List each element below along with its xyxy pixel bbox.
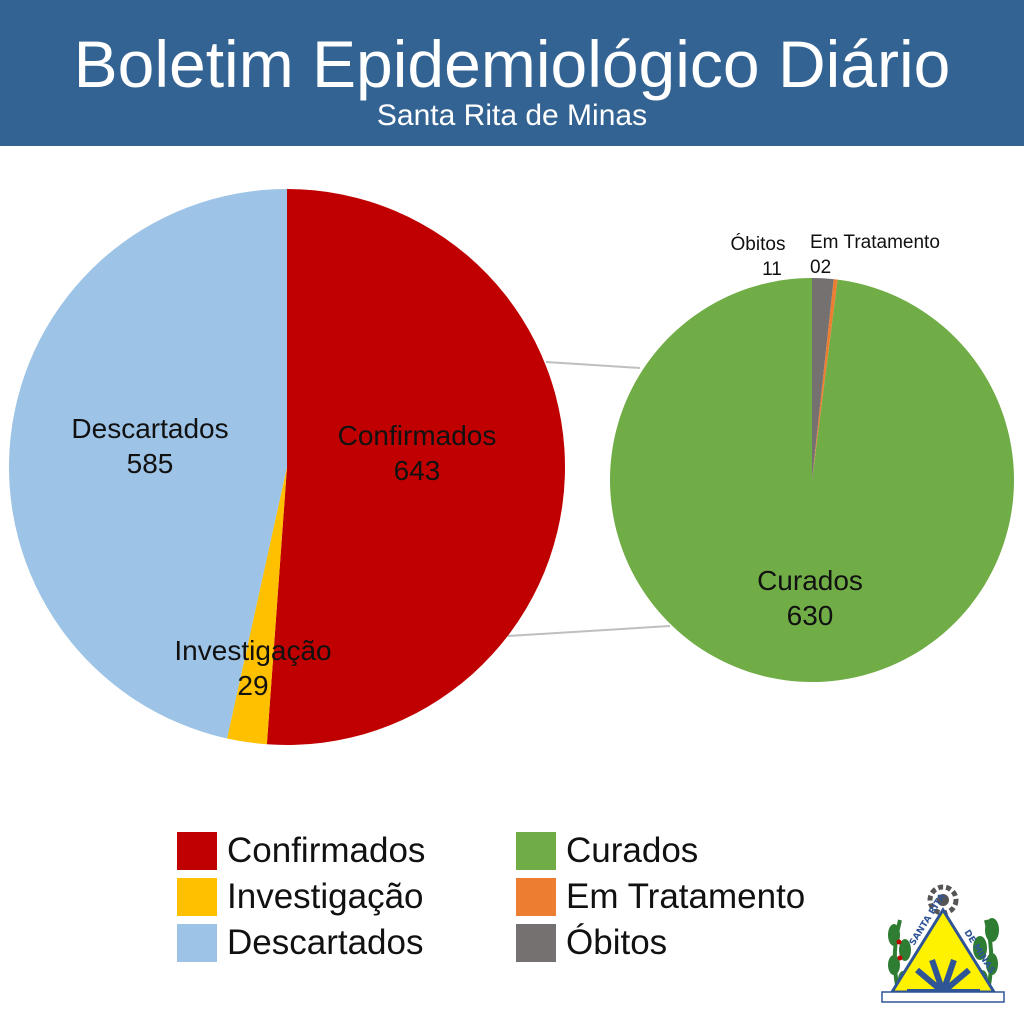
data-labels: Confirmados 643 Investigação 29 Descartados 5… [71,232,939,701]
data-label-value-curados: 630 [787,600,834,631]
data-label-name-descartados: Descartados [71,413,228,444]
legend-label-em-tratamento: Em Tratamento [566,877,806,916]
pie-slice-obitos [812,278,834,480]
main-pie [8,189,565,745]
data-label-value-obitos: 11 [762,259,782,280]
pie-of-pie-chart: Confirmados 643 Investigação 29 Descartados 5… [8,189,1014,745]
pie-slice-curados [609,278,1014,682]
pie-slice-confirmados [266,189,565,745]
legend-column-right: Curados Em Tratamento Óbitos [516,828,805,968]
legend-swatch-descartados [177,924,217,962]
legend-item-confirmados: Confirmados [177,828,425,874]
header-banner: Boletim Epidemiológico Diário Santa Rita… [0,0,1024,146]
legend-item-curados: Curados [516,828,805,874]
legend-item-em-tratamento: Em Tratamento [516,874,805,920]
legend-label-confirmados: Confirmados [227,831,426,870]
legend-swatch-investigacao [177,878,217,916]
pie-slice-descartados [8,189,287,739]
legend-item-investigacao: Investigação [177,874,425,920]
data-label-value-investigacao: 29 [237,670,268,701]
page-title: Boletim Epidemiológico Diário [73,27,951,101]
page-subtitle: Santa Rita de Minas [376,99,648,132]
breakdown-pie [609,278,1014,682]
legend-label-obitos: Óbitos [566,923,668,962]
connector-line-1 [545,361,641,369]
data-label-name-investigacao: Investigação [174,635,331,666]
data-label-name-curados: Curados [757,565,863,596]
legend-swatch-curados [516,832,556,870]
data-label-name-confirmados: Confirmados [338,420,497,451]
legend-label-curados: Curados [566,831,699,870]
pie-slice-investigacao [227,467,287,745]
legend-item-obitos: Óbitos [516,920,805,966]
legend-swatch-em-tratamento [516,878,556,916]
data-label-name-em-tratamento: Em Tratamento [810,232,940,253]
legend-item-descartados: Descartados [177,920,425,966]
legend-label-investigacao: Investigação [227,877,424,916]
connector-line-2 [507,625,671,637]
data-label-value-em-tratamento: 02 [810,257,831,278]
data-label-name-obitos: Óbitos [731,233,786,255]
data-label-value-descartados: 585 [127,448,174,479]
legend-swatch-obitos [516,924,556,962]
legend-label-descartados: Descartados [227,923,424,962]
legend-column-left: Confirmados Investigação Descartados [177,828,425,968]
connector-lines [507,361,671,637]
municipal-coat-of-arms-icon: SANTA RITA DE MINAS [881,884,1005,1003]
pie-slice-em-tratamento [812,279,838,480]
data-label-value-confirmados: 643 [394,455,441,486]
legend-swatch-confirmados [177,832,217,870]
